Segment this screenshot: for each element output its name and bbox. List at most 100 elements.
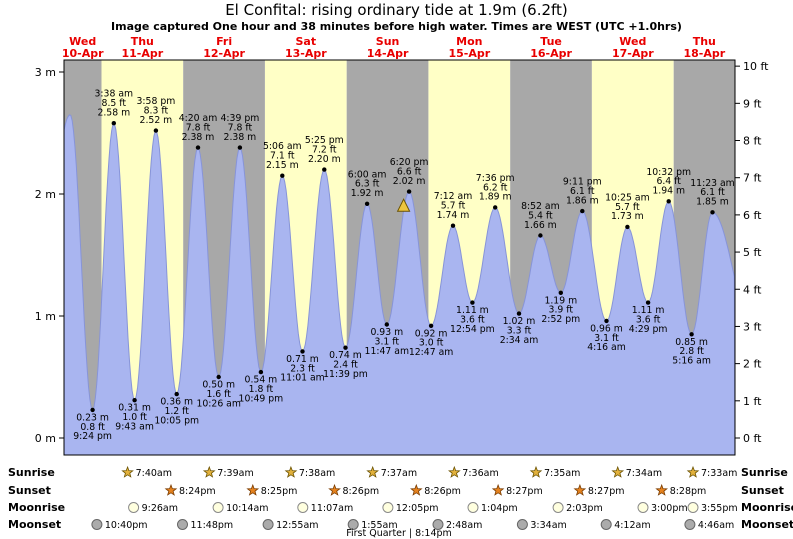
moonset-time: 4:12am — [614, 520, 650, 531]
tide-high-dot — [153, 128, 159, 133]
day-date-label: 12-Apr — [203, 47, 245, 60]
tide-high-label: 6.6 ft — [397, 167, 422, 178]
day-date-label: 18-Apr — [683, 47, 725, 60]
tide-low-label: 1.8 ft — [249, 384, 274, 395]
day-name-label: Tue — [540, 35, 562, 48]
tide-high-label: 1.94 m — [652, 186, 685, 197]
sunset-star-icon — [655, 483, 668, 496]
moonrise-circle-icon — [552, 502, 564, 513]
moonrise-time: 10:14am — [226, 503, 268, 514]
tide-high-label: 7:36 pm — [476, 173, 515, 184]
sunrise-time: 7:34am — [626, 468, 662, 479]
day-date-label: 17-Apr — [612, 47, 654, 60]
tide-low-label: 2.4 ft — [333, 360, 358, 371]
tide-high-label: 1.74 m — [437, 210, 470, 221]
tide-low-label: 3.3 ft — [507, 326, 532, 337]
y-tick-right-label: 5 ft — [743, 246, 762, 259]
tide-low-label: 4:16 am — [587, 342, 626, 353]
moonset-circle-icon — [347, 519, 359, 530]
tide-high-label: 7.8 ft — [186, 123, 211, 134]
tide-high-dot — [195, 145, 201, 150]
tide-low-dot — [384, 322, 389, 327]
tide-low-label: 2.3 ft — [290, 363, 315, 374]
tide-low-dot — [216, 374, 221, 380]
tide-high-label: 7:12 am — [434, 191, 473, 202]
tide-low-label: 1.11 m — [632, 305, 665, 316]
sunrise-time: 7:36am — [462, 468, 498, 479]
astro-label-left-moonset: Moonset — [8, 518, 61, 531]
moon-phase-label: First Quarter | 8:14pm — [346, 528, 452, 539]
moonrise-circle-icon — [128, 502, 140, 513]
tide-high-label: 4:39 pm — [221, 113, 260, 124]
tide-curve — [63, 114, 736, 456]
tide-low-label: 10:49 pm — [239, 393, 284, 404]
moonset-circle-icon — [516, 519, 528, 530]
tide-high-label: 5:06 am — [263, 141, 302, 152]
tide-high-label: 3:58 pm — [137, 96, 176, 107]
tide-low-dot — [258, 369, 264, 375]
tide-low-dot — [604, 318, 609, 324]
moonrise-circle-icon — [297, 502, 309, 513]
tide-high-dot — [111, 121, 117, 126]
tide-high-label: 2.20 m — [308, 154, 341, 165]
sunrise-star-icon — [121, 465, 134, 478]
tide-high-label: 2.58 m — [97, 108, 130, 119]
tide-high-label: 5.4 ft — [528, 210, 553, 221]
day-name-label: Mon — [456, 35, 482, 48]
sunset-time: 8:24pm — [179, 486, 216, 497]
tide-high-label: 1.92 m — [351, 188, 384, 199]
sunrise-star-icon — [529, 465, 543, 478]
tide-low-label: 3.1 ft — [375, 336, 400, 347]
tide-low-label: 1.0 ft — [122, 412, 147, 423]
tide-high-label: 2.38 m — [182, 132, 215, 143]
sunset-time: 8:27pm — [588, 486, 625, 497]
day-date-label: 13-Apr — [285, 47, 327, 60]
moonset-circle-icon — [262, 519, 274, 530]
tide-low-label: 0.71 m — [286, 354, 319, 365]
tide-low-dot — [174, 391, 179, 397]
tide-low-label: 3.0 ft — [419, 338, 444, 349]
tide-high-label: 7.1 ft — [270, 151, 295, 162]
tide-low-label: 12:54 pm — [450, 324, 495, 335]
day-name-label: Thu — [693, 35, 716, 48]
tide-high-label: 9:11 pm — [563, 177, 602, 188]
moonset-time: 1:55am — [361, 520, 397, 531]
moonset-time: 12:55am — [276, 520, 318, 531]
tide-high-label: 7.8 ft — [228, 123, 253, 134]
sunset-star-icon — [328, 483, 341, 496]
tide-low-label: 1.2 ft — [164, 406, 189, 417]
tide-low-label: 0.92 m — [415, 328, 448, 339]
tide-low-label: 3.6 ft — [636, 315, 661, 326]
moonrise-time: 3:00pm — [651, 503, 688, 514]
sunrise-star-icon — [686, 465, 700, 478]
tide-high-label: 3:38 am — [95, 89, 134, 100]
sunrise-star-icon — [284, 465, 298, 478]
tide-low-label: 2:52 pm — [541, 314, 580, 325]
tide-high-label: 1.66 m — [524, 220, 557, 231]
tide-high-dot — [625, 224, 630, 230]
tide-low-dot — [90, 407, 95, 413]
tide-low-label: 10:05 pm — [154, 415, 199, 426]
tide-high-label: 6.2 ft — [483, 182, 508, 193]
tide-low-label: 11:47 am — [365, 346, 410, 357]
tide-low-label: 0.74 m — [329, 350, 362, 361]
tide-low-label: 2.8 ft — [679, 346, 704, 357]
tide-low-label: 4:29 pm — [629, 324, 668, 335]
astro-label-right-moonrise: Moonrise — [741, 501, 793, 514]
y-tick-right-label: 6 ft — [743, 209, 762, 222]
moonrise-circle-icon — [212, 502, 224, 513]
astro-label-left-sunrise: Sunrise — [8, 466, 55, 479]
astro-label-left-moonrise: Moonrise — [8, 501, 65, 514]
sunset-star-icon — [573, 483, 587, 496]
sunset-time: 8:25pm — [261, 486, 298, 497]
day-date-label: 15-Apr — [448, 47, 490, 60]
moonset-circle-icon — [432, 519, 444, 530]
tide-low-label: 0.36 m — [160, 397, 193, 408]
tide-high-dot — [580, 208, 585, 214]
tide-high-dot — [280, 173, 285, 178]
tide-high-dot — [666, 199, 671, 204]
tide-high-label: 2.52 m — [140, 115, 173, 126]
moonrise-time: 12:05pm — [396, 503, 439, 514]
tide-low-label: 9:24 pm — [73, 431, 112, 442]
